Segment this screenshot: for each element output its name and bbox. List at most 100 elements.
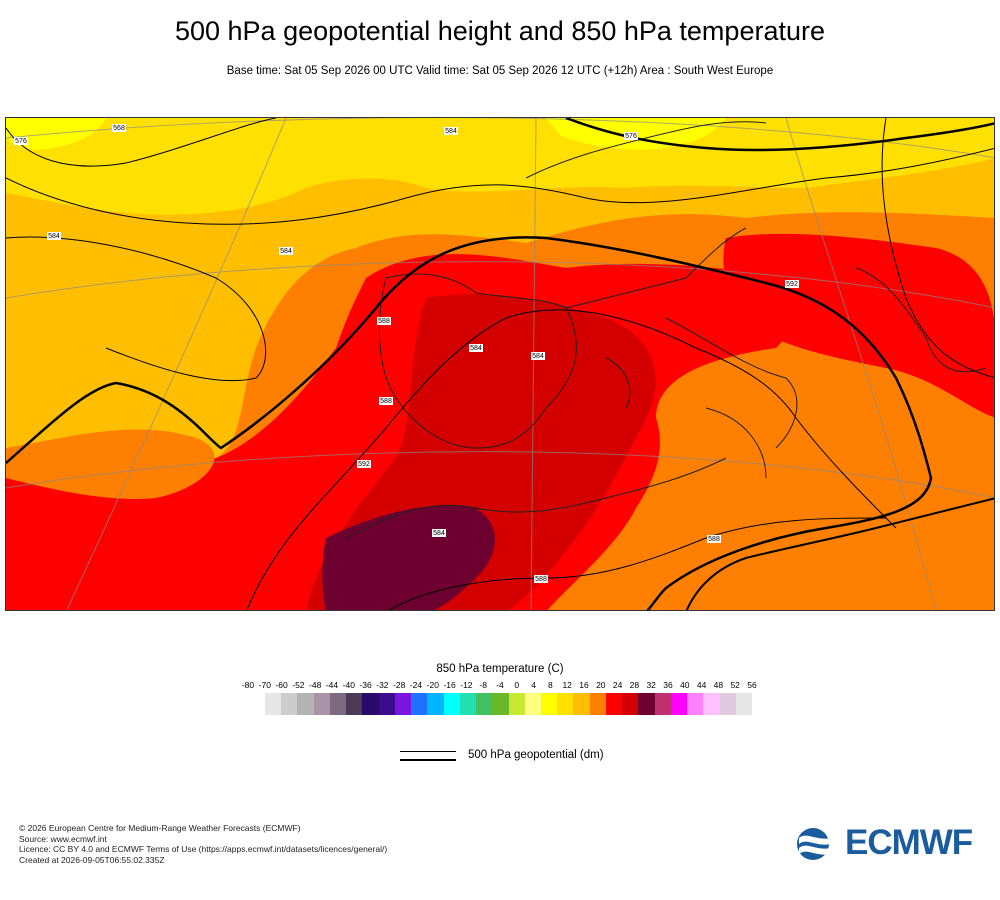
contour-label: 592	[358, 461, 370, 468]
colorbar-swatch	[735, 693, 753, 715]
colorbar-swatch	[670, 693, 688, 715]
geopotential-legend-label: 500 hPa geopotential (dm)	[468, 749, 604, 761]
colorbar-swatch	[427, 693, 444, 715]
temp-band-16-20-west	[6, 429, 215, 499]
contour-label: 584	[280, 248, 292, 255]
contour-label: 588	[380, 398, 392, 405]
colorbar-tick-label: 40	[680, 680, 690, 690]
colorbar-tick-label: 52	[730, 680, 740, 690]
contour-576	[6, 118, 277, 167]
colorbar-tick-label: -32	[376, 680, 389, 690]
colorbar-swatch	[492, 693, 509, 715]
colorbar-tick-label: 56	[747, 680, 757, 690]
temp-band-28-32	[322, 505, 495, 610]
colorbar-tick-label: -12	[460, 680, 473, 690]
colorbar-tick-label: 12	[562, 680, 572, 690]
footer-line-created: Created at 2026-09-05T06:55:02.335Z	[19, 854, 165, 865]
contour-label: 592	[786, 281, 798, 288]
colorbar-tick-label: 20	[596, 680, 606, 690]
ecmwf-logo: ECMWF	[795, 823, 985, 862]
colorbar-tick-label: 8	[548, 680, 553, 690]
geopotential-line-thick	[400, 759, 456, 761]
colorbar-swatch	[573, 693, 590, 715]
colorbar-swatch	[313, 693, 330, 715]
colorbar-swatch	[638, 693, 655, 715]
contour-label: 576	[15, 138, 27, 145]
colorbar-swatch	[329, 693, 347, 715]
colorbar-tick-label: -60	[275, 680, 288, 690]
colorbar-swatch	[297, 693, 314, 715]
colorbar-tick-label: 16	[579, 680, 589, 690]
contour-584-east	[881, 118, 994, 378]
colorbar-tick-label: -28	[393, 680, 406, 690]
colorbar-swatch	[719, 693, 736, 715]
colorbar-swatch	[508, 693, 525, 715]
colorbar-swatch	[459, 693, 477, 715]
colorbar-swatch	[589, 693, 606, 715]
colorbar-tick-label: -16	[443, 680, 456, 690]
footer-line-copyright: © 2026 European Centre for Medium-Range …	[19, 823, 301, 833]
colorbar-swatch	[557, 693, 574, 715]
colorbar-tick-label: 44	[696, 680, 707, 690]
contour-label: 576	[625, 133, 637, 140]
colorbar-tick-label: -52	[292, 680, 305, 690]
ecmwf-logo-mark	[797, 828, 841, 860]
colorbar-swatch	[703, 693, 720, 715]
colorbar-tick-label: -4	[496, 680, 504, 690]
colorbar-tick-label: -20	[426, 680, 439, 690]
contour-label: 588	[535, 576, 547, 583]
contour-592-south	[388, 517, 887, 610]
temp-band-8-12-north	[6, 118, 994, 215]
colorbar-tick-label: 28	[629, 680, 640, 690]
colorbar-swatch	[346, 693, 363, 715]
colorbar-tick-label: 0	[514, 680, 520, 690]
contour-label: 584	[433, 530, 445, 537]
chart-title: 500 hPa geopotential height and 850 hPa …	[174, 16, 825, 46]
colorbar-tick-label: 4	[531, 680, 536, 690]
contour-label: 584	[445, 128, 457, 135]
colorbar-swatch	[281, 693, 298, 715]
ecmwf-logo-text: ECMWF	[845, 823, 973, 862]
contour-592	[246, 309, 897, 610]
chart-subtitle: Base time: Sat 05 Sep 2026 00 UTC Valid …	[226, 65, 774, 77]
colorbar-tick-label: -36	[359, 680, 372, 690]
temperature-colorbar	[265, 693, 753, 715]
colorbar-swatch	[687, 693, 704, 715]
colorbar-swatch	[540, 693, 558, 715]
coastlines	[345, 121, 987, 539]
graticule	[6, 118, 994, 610]
contour-588	[6, 236, 933, 610]
colorbar-swatch	[411, 693, 428, 715]
contour-label: 584	[48, 233, 60, 240]
contour-588-east	[685, 497, 994, 610]
colorbar-tick-label: 24	[612, 680, 623, 690]
colorbar-tick-label: -40	[342, 680, 355, 690]
contour-label: 584	[470, 345, 482, 352]
colorbar-tick-label: -80	[241, 680, 255, 690]
colorbar-swatch	[443, 693, 460, 715]
footer-line-source: Source: www.ecmwf.int	[19, 833, 107, 844]
colorbar-tick-label: 48	[713, 680, 724, 690]
colorbar-swatch	[524, 693, 541, 715]
contour-label: 588	[378, 318, 390, 325]
footer-credits: © 2026 European Centre for Medium-Range …	[19, 823, 387, 865]
contour-label: 584	[532, 353, 544, 360]
colorbar-tick-label: -44	[325, 680, 339, 690]
colorbar-tick-label: -8	[479, 680, 487, 690]
weather-map: 576 584 568 576 584 588 584 584 584 588 592 592 588 5…	[5, 117, 995, 611]
geopotential-line-thin	[400, 751, 456, 752]
colorbar-tick-label: -70	[258, 680, 271, 690]
contour-label: 568	[113, 125, 125, 132]
contour-label: 588	[708, 536, 720, 543]
contour-584-loop	[6, 236, 267, 382]
colorbar-swatch	[394, 693, 412, 715]
colorbar-swatch	[362, 693, 379, 715]
colorbar-swatch	[265, 693, 282, 715]
colorbar-swatch	[605, 693, 623, 715]
contour-labels: 576 584 568 576 584 588 584 584 584 588 592 592 588 5…	[14, 124, 799, 583]
footer-line-licence: Licence: CC BY 4.0 and ECMWF Terms of Us…	[19, 844, 388, 855]
colorbar-tick-label: -24	[409, 680, 423, 690]
colorbar-swatch	[476, 693, 493, 715]
contour-584	[6, 147, 994, 225]
legend-title: 850 hPa temperature (C)	[436, 663, 564, 675]
